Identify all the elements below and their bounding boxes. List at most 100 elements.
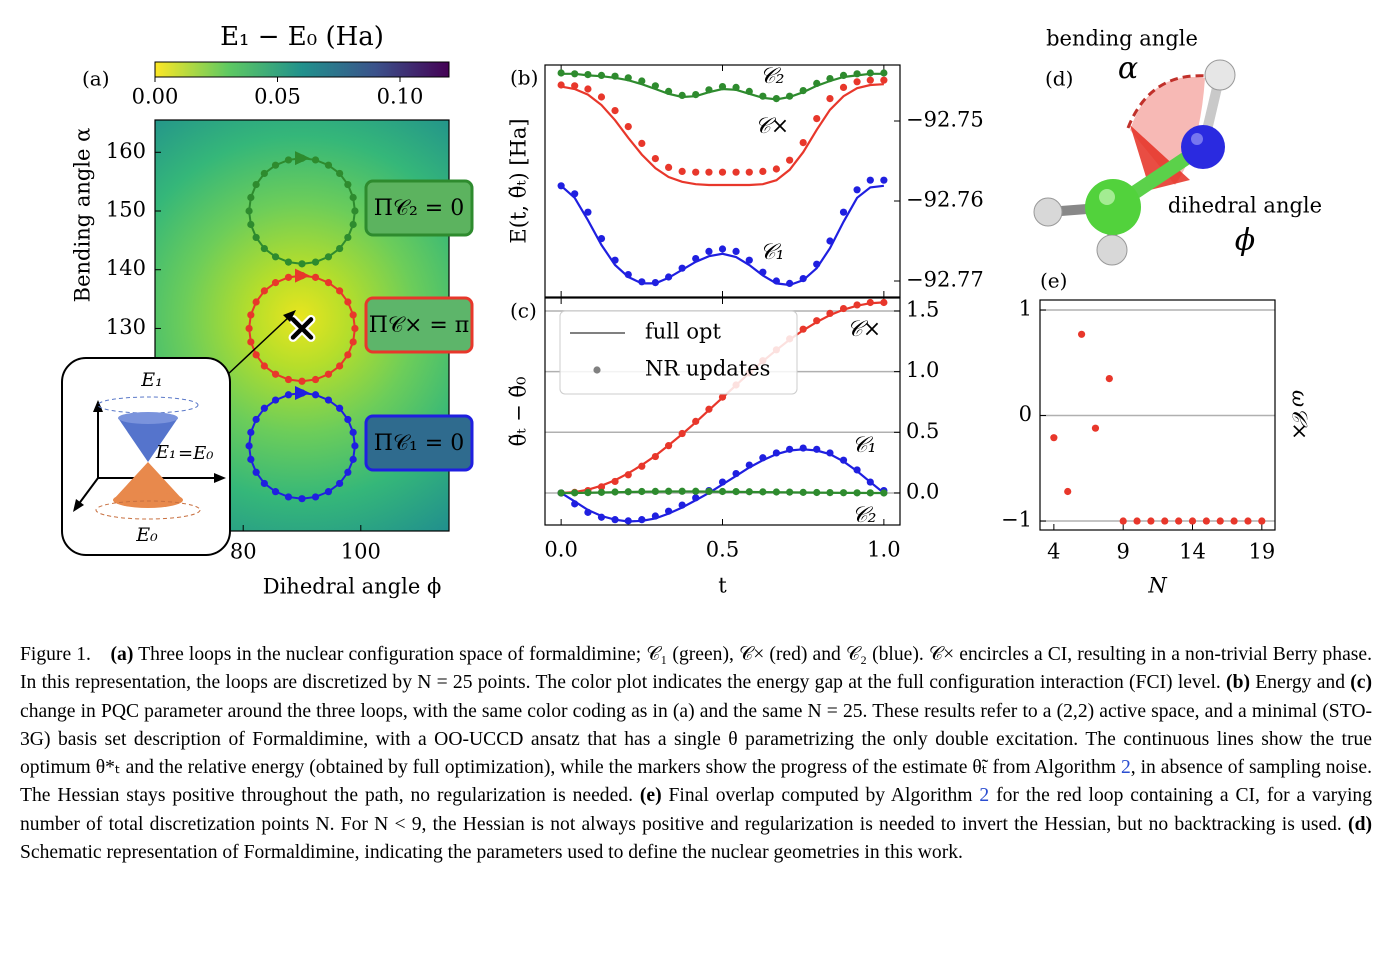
point xyxy=(1244,517,1252,525)
marker xyxy=(880,76,888,84)
marker xyxy=(853,301,861,309)
marker xyxy=(745,256,753,264)
marker xyxy=(665,163,673,171)
y-tick-label: 0 xyxy=(1019,402,1032,426)
marker xyxy=(665,442,673,450)
panel-label: (b) xyxy=(510,66,538,90)
legend-marker xyxy=(593,366,601,374)
y-tick-label: −1 xyxy=(1001,508,1032,532)
loop-point xyxy=(344,351,352,359)
inset-label: E₁ xyxy=(140,369,163,391)
marker xyxy=(866,489,874,497)
loop-point xyxy=(284,493,293,501)
y-tick-label: 0.5 xyxy=(906,419,939,443)
marker xyxy=(772,95,780,103)
marker xyxy=(866,298,874,307)
point xyxy=(1091,424,1100,432)
loop-label-box xyxy=(364,296,474,354)
loop-point xyxy=(260,244,268,253)
marker xyxy=(638,278,646,286)
caption-link[interactable]: 2 xyxy=(979,785,990,807)
inset-upper-cone-top xyxy=(118,412,178,424)
marker xyxy=(786,92,794,100)
y-tick-label: 1.0 xyxy=(906,358,939,382)
axes-frame xyxy=(1039,299,1276,531)
marker xyxy=(880,298,888,307)
loop-point xyxy=(336,479,344,488)
panel-label: (e) xyxy=(1040,269,1067,293)
caption-text: (d) xyxy=(1348,813,1372,835)
marker xyxy=(638,139,646,147)
marker xyxy=(718,83,727,91)
marker xyxy=(651,452,659,461)
loop-point xyxy=(311,375,320,384)
marker xyxy=(853,489,861,497)
marker xyxy=(611,516,619,524)
inset-label: E₀ xyxy=(135,524,158,546)
loop-point xyxy=(311,493,320,501)
inset-axis xyxy=(77,477,99,506)
loop-point xyxy=(324,396,333,404)
marker xyxy=(813,260,821,268)
marker xyxy=(611,107,619,115)
marker xyxy=(705,86,713,94)
loop-point xyxy=(311,391,320,399)
loop-point xyxy=(271,488,280,496)
marker xyxy=(826,489,834,497)
marker xyxy=(584,208,592,216)
marker xyxy=(571,489,579,497)
marker xyxy=(678,264,686,272)
y-tick-label: 140 xyxy=(106,256,146,280)
point xyxy=(1216,517,1224,525)
y-tick-label: 160 xyxy=(106,139,146,163)
y-tick-label: −92.76 xyxy=(906,188,984,212)
loop-point xyxy=(252,415,260,424)
series-label: 𝒞× xyxy=(847,317,881,342)
ci-marker xyxy=(290,317,314,340)
marker xyxy=(826,449,834,457)
y-tick-label: 150 xyxy=(106,198,146,222)
caption-text: (c) xyxy=(1350,672,1373,694)
marker xyxy=(799,87,807,95)
marker xyxy=(718,478,727,486)
y-axis-label: Bending angle α xyxy=(71,128,95,303)
caption-link[interactable]: 2 xyxy=(1120,757,1131,779)
loops xyxy=(245,151,359,503)
marker xyxy=(839,208,848,216)
marker xyxy=(705,247,713,255)
loop-point xyxy=(344,180,352,189)
point xyxy=(1230,517,1238,525)
marker xyxy=(624,488,632,496)
marker xyxy=(705,405,713,413)
x-tick-label: 1.0 xyxy=(867,538,900,562)
x-tick-label: 0.0 xyxy=(544,538,577,562)
loop-label: Π𝒞₁ = 0 xyxy=(374,431,464,456)
loop-point xyxy=(324,488,333,496)
marker xyxy=(597,483,606,491)
marker xyxy=(557,81,565,89)
x-tick-label: 19 xyxy=(1248,540,1275,564)
loop-label-box xyxy=(364,414,474,472)
marker xyxy=(665,273,673,281)
marker xyxy=(786,156,794,164)
marker xyxy=(611,488,619,496)
x-tick-label: 100 xyxy=(341,540,381,564)
marker xyxy=(759,268,767,276)
caption-text: (b) xyxy=(1226,672,1250,694)
loop-point xyxy=(252,298,260,306)
series-label: 𝒞× xyxy=(755,114,789,139)
marker xyxy=(584,508,592,516)
marker xyxy=(866,76,874,84)
marker xyxy=(678,167,686,175)
caption-text: Final overlap computed by Algorithm xyxy=(661,785,980,807)
marker xyxy=(692,255,700,263)
loop-arrow xyxy=(295,151,310,166)
loop-point xyxy=(344,233,352,242)
marker xyxy=(638,77,646,85)
loop-point xyxy=(271,253,280,261)
marker xyxy=(799,139,807,147)
loop-point xyxy=(247,220,255,229)
dihedral-label: dihedral angle xyxy=(1168,194,1322,218)
marker xyxy=(839,304,848,313)
series-label: 𝒞₁ xyxy=(852,433,877,458)
